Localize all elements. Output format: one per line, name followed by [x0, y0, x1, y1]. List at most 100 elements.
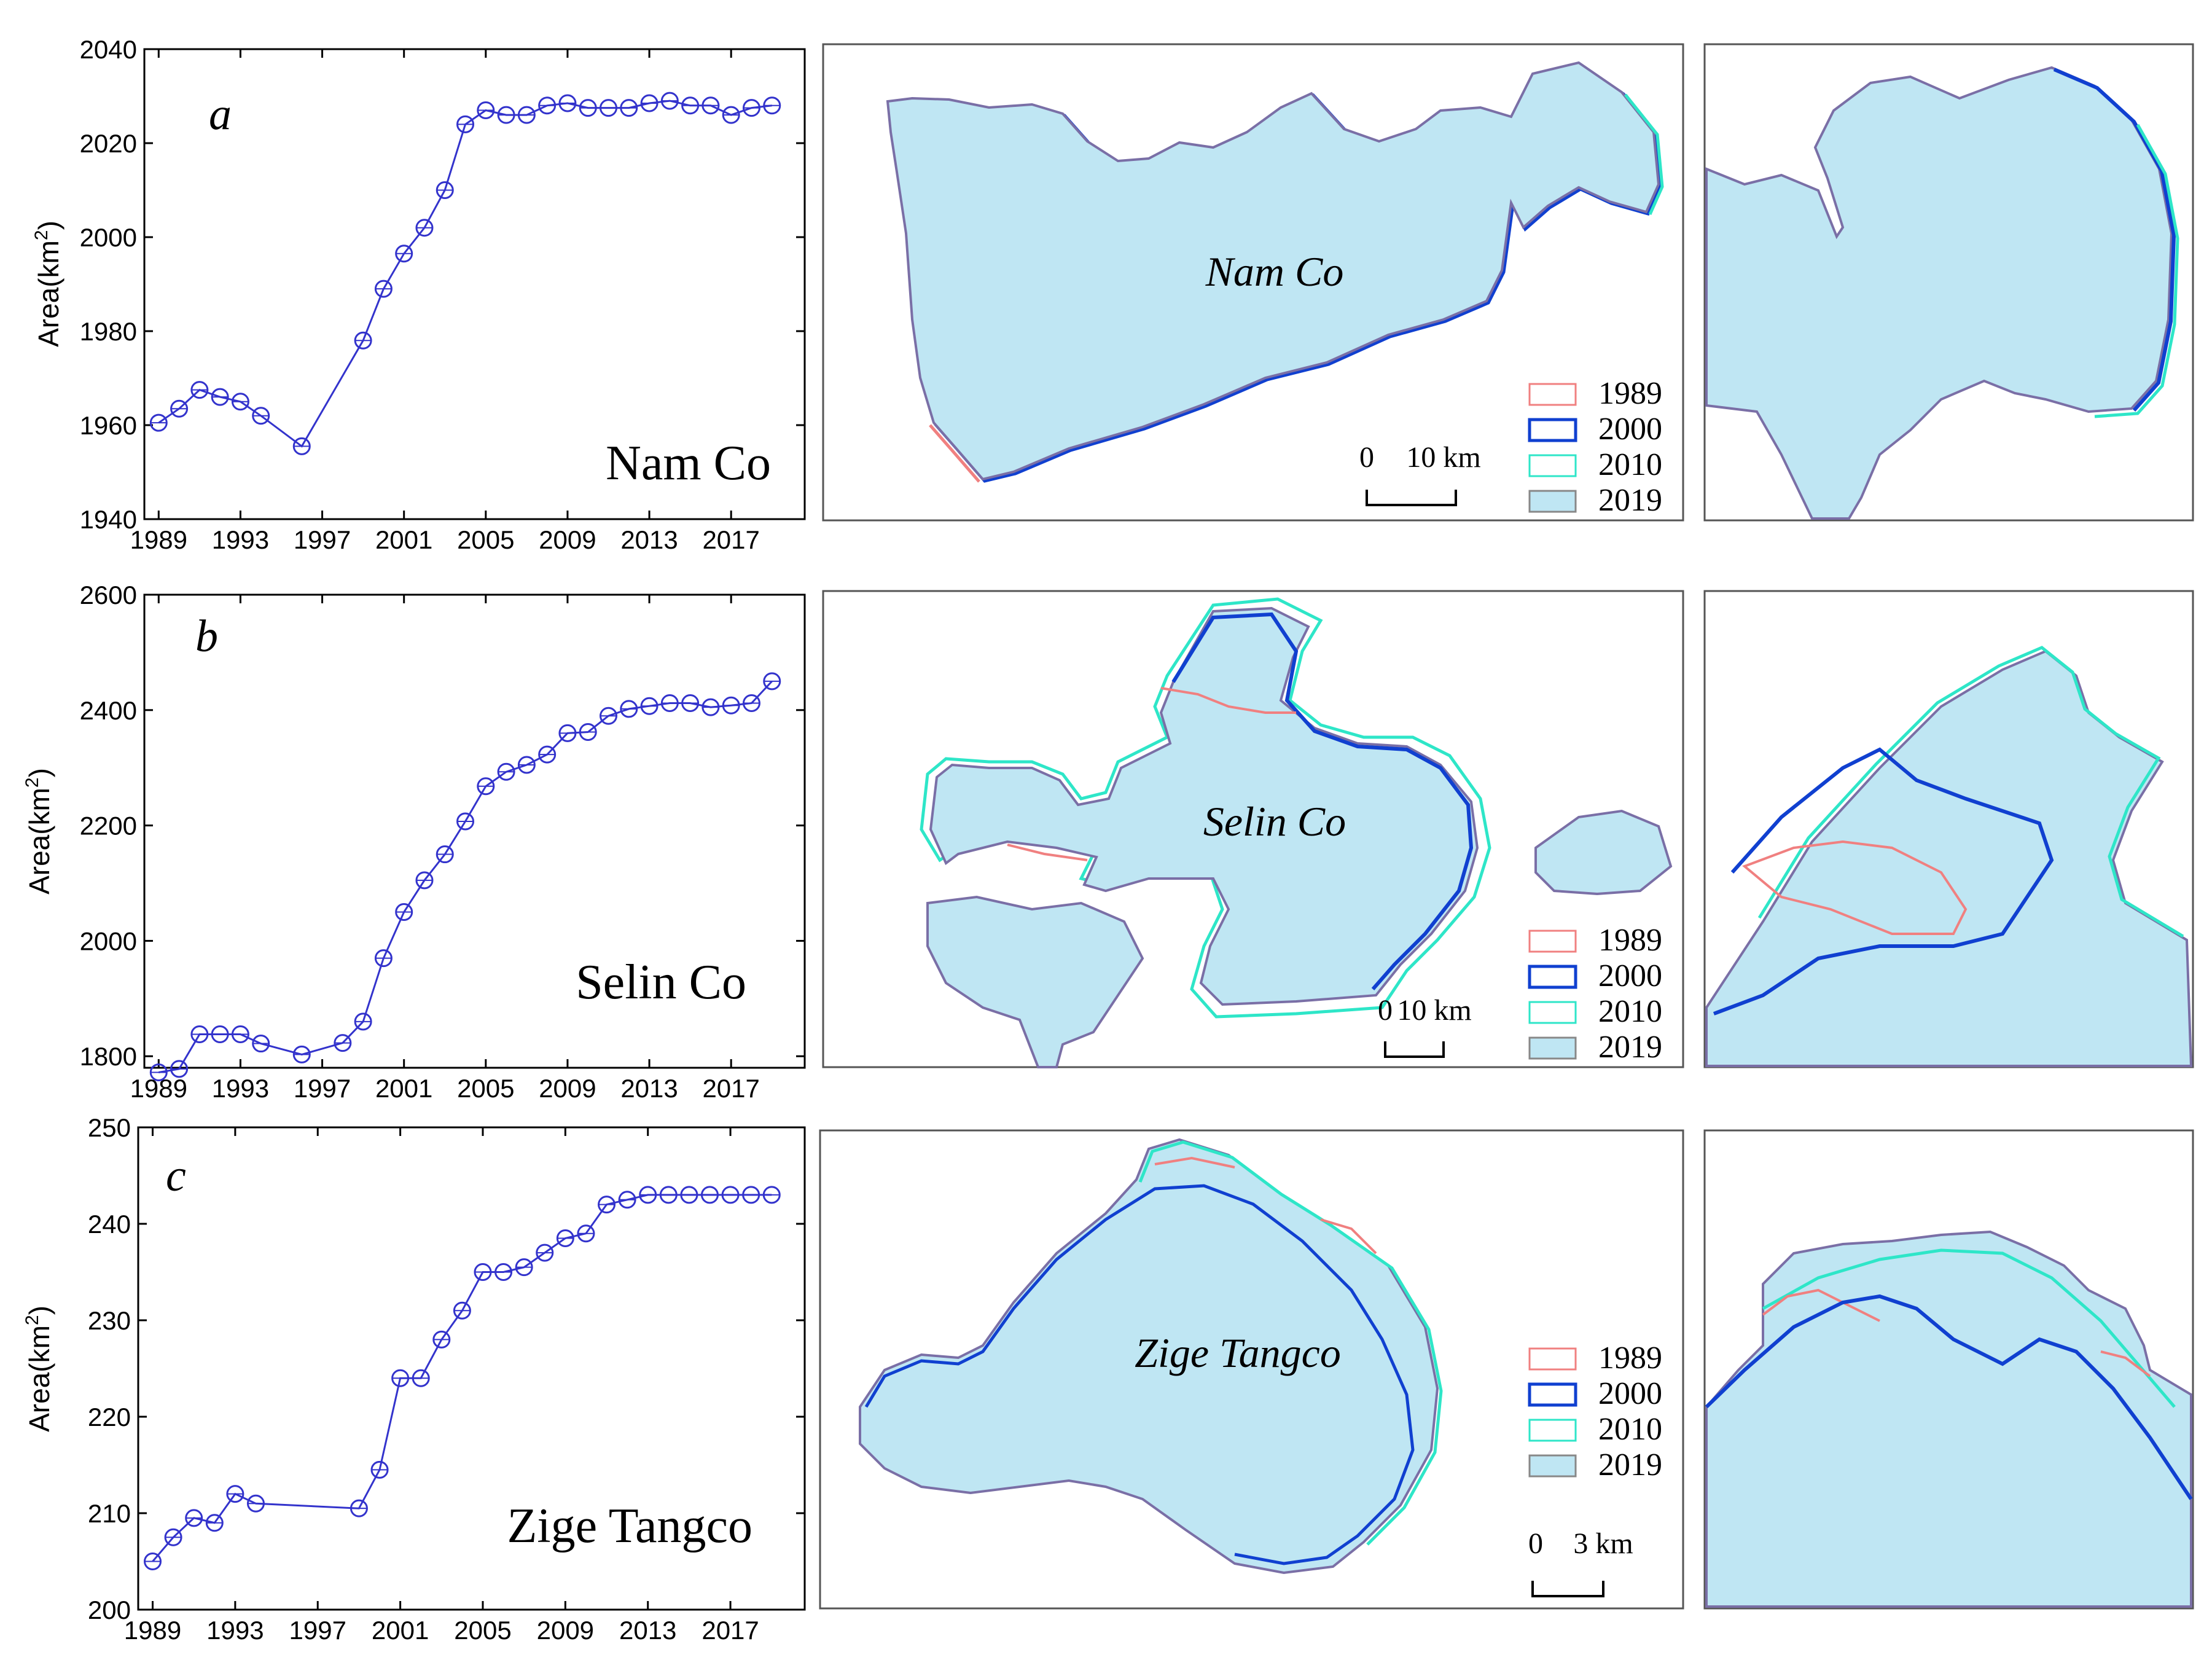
map-c-lake-outline-1989 [1154, 1156, 1377, 1255]
chart-a-panel-letter: a [209, 89, 232, 139]
map-a-lake-2019 [886, 61, 1660, 481]
chart-b-x-tick-label: 1997 [294, 1074, 351, 1103]
chart-c-x-tick-label: 2001 [372, 1616, 429, 1645]
inset-b-lake-outline-2000 [1713, 747, 2054, 1016]
chart-b-x-tick-label: 2005 [457, 1074, 514, 1103]
chart-b-plot-area: 1800 2000 2200 2400 2600 1989 1993 1997 2001 2005… [80, 581, 805, 1103]
chart-b-y-tick-label: 1800 [80, 1042, 137, 1071]
legend-swatch-2010 [1528, 454, 1577, 477]
inset-b-lake-outline-1989 [1742, 840, 1968, 935]
legend-swatch-1989 [1528, 930, 1577, 953]
scale-bar-3 [1531, 1581, 1604, 1597]
map-c-lake-2019 [859, 1138, 1439, 1575]
inset-c-lake-outline-1989 [1762, 1288, 2151, 1377]
map-b-lake-2019 [929, 606, 1479, 1006]
chart-a-y-tick-label: 1980 [80, 317, 137, 346]
scale-bar-start-label: 0 [1528, 1527, 1543, 1560]
legend-label-2000: 2000 [1598, 958, 1662, 993]
map-a-panel: Nam Co [822, 43, 1684, 522]
legend-label-2019: 2019 [1598, 1030, 1662, 1065]
legends-layer: 1989200020102019198920002010201919892000… [1528, 376, 1662, 1482]
scalebars-layer: 0 10 km0 10 km0 3 km [1359, 441, 1633, 1597]
chart-c-y-tick-label: 200 [88, 1596, 131, 1624]
scale-bar-start-label: 0 [1359, 441, 1374, 474]
chart-a-y-tick-label: 1960 [80, 411, 137, 440]
chart-c-lake-label: Zige Tangco [507, 1499, 752, 1553]
legend-swatch-2010 [1528, 1001, 1577, 1024]
chart-a-x-tick-label: 1997 [294, 525, 351, 554]
chart-b-x-tick-label: 2009 [539, 1074, 596, 1103]
legend-swatch-2019 [1528, 490, 1577, 513]
inset-c-lake-outline-2010 [1762, 1248, 2176, 1408]
chart-a-y-tick-label: 2000 [80, 223, 137, 252]
chart-b-x-tick-label: 2017 [702, 1074, 759, 1103]
legend-label-2010: 2010 [1598, 447, 1662, 482]
inset-c-panel [1703, 1129, 2194, 1610]
chart-b-lake-label: Selin Co [576, 955, 746, 1009]
legend-swatch-2000 [1528, 965, 1577, 989]
chart-a-x-tick-label: 1993 [212, 525, 269, 554]
chart-a-plot-area: 1940 1960 1980 2000 2020 2040 1989 1993 1997 2001… [80, 35, 805, 554]
inset-c-lake-outline-2000 [1705, 1294, 2193, 1500]
map-b-west-lobe [926, 895, 1144, 1068]
legend-label-2000: 2000 [1598, 412, 1662, 447]
legend-label-1989: 1989 [1598, 1341, 1662, 1376]
map-b-east-island [1534, 809, 1673, 896]
legend-label-1989: 1989 [1598, 376, 1662, 411]
legend-swatch-1989 [1528, 1347, 1577, 1371]
chart-b-panel-letter: b [195, 611, 218, 662]
chart-c-x-tick-label: 1997 [289, 1616, 346, 1645]
chart-b-frame [143, 593, 806, 1069]
chart-b-x-tick-label: 2013 [620, 1074, 678, 1103]
scale-bar-end-label: 10 km [1397, 994, 1471, 1027]
scale-bar-start-label: 0 [1378, 994, 1393, 1027]
legend-label-2000: 2000 [1598, 1376, 1662, 1411]
chart-c-y-tick-label: 240 [88, 1210, 131, 1239]
legend-label-2010: 2010 [1598, 1412, 1662, 1447]
map-b-lake-name: Selin Co [1203, 798, 1346, 845]
inset-b-panel [1703, 590, 2194, 1068]
map-b-lake-outline-1989 [1007, 687, 1296, 861]
chart-b-y-tick-label: 2600 [80, 581, 137, 609]
chart-a-lake-label: Nam Co [606, 436, 771, 490]
map-c-panel: Zige Tangco [819, 1129, 1684, 1610]
inset-a-lake-outline-2010 [2094, 123, 2179, 418]
chart-c-x-tick-label: 2017 [702, 1616, 759, 1645]
map-b-panel: Selin Co [822, 590, 1684, 1068]
legend-label-2019: 2019 [1598, 483, 1662, 518]
chart-a-x-tick-label: 2009 [539, 525, 596, 554]
chart-c-frame [137, 1126, 806, 1611]
legend-swatch-2019 [1528, 1036, 1577, 1060]
chart-c-y-tick-label: 220 [88, 1403, 131, 1431]
chart-a-x-tick-label: 2001 [375, 525, 432, 554]
row-nam-co: 1940 1960 1980 2000 2020 2040 1989 1993 1997 2001… [31, 35, 2194, 554]
chart-a-x-tick-label: 1989 [130, 525, 187, 554]
scale-bar-2 [1384, 1041, 1445, 1058]
chart-c-x-tick-label: 2009 [537, 1616, 594, 1645]
row-zige-tangco: 200 210 220 230 240 250 1989 1993 1997 2001 2005 20… [22, 1113, 2194, 1645]
legend-swatch-1989 [1528, 383, 1577, 406]
legend-label-2010: 2010 [1598, 994, 1662, 1029]
chart-c-x-tick-label: 1989 [124, 1616, 181, 1645]
chart-b-y-axis-label: Area(km2) [22, 768, 55, 895]
chart-b-y-tick-label: 2200 [80, 812, 137, 840]
map-a-lake-outline-1989 [929, 424, 980, 483]
chart-c-x-tick-label: 2005 [454, 1616, 511, 1645]
inset-c-lake-2019 [1705, 1230, 2192, 1608]
chart-c-y-tick-label: 250 [88, 1113, 131, 1142]
chart-b-x-tick-label: 2001 [375, 1074, 432, 1103]
scale-bar-end-label: 10 km [1406, 441, 1480, 474]
map-c-lake-outline-2000 [864, 1184, 1415, 1565]
map-a-lake-name: Nam Co [1205, 248, 1344, 295]
inset-a-lake-2019 [1705, 66, 2173, 520]
map-c-lake-outline-2010 [1138, 1140, 1443, 1546]
chart-b-y-tick-label: 2400 [80, 696, 137, 725]
chart-a-y-tick-label: 1940 [80, 505, 137, 534]
legend-label-1989: 1989 [1598, 923, 1662, 958]
chart-a-y-tick-label: 2020 [80, 129, 137, 158]
chart-b-x-tick-label: 1993 [212, 1074, 269, 1103]
chart-c-y-tick-label: 210 [88, 1499, 131, 1528]
chart-a-frame [143, 48, 806, 520]
chart-c-plot-area: 200 210 220 230 240 250 1989 1993 1997 2001 2005 20… [88, 1113, 805, 1645]
